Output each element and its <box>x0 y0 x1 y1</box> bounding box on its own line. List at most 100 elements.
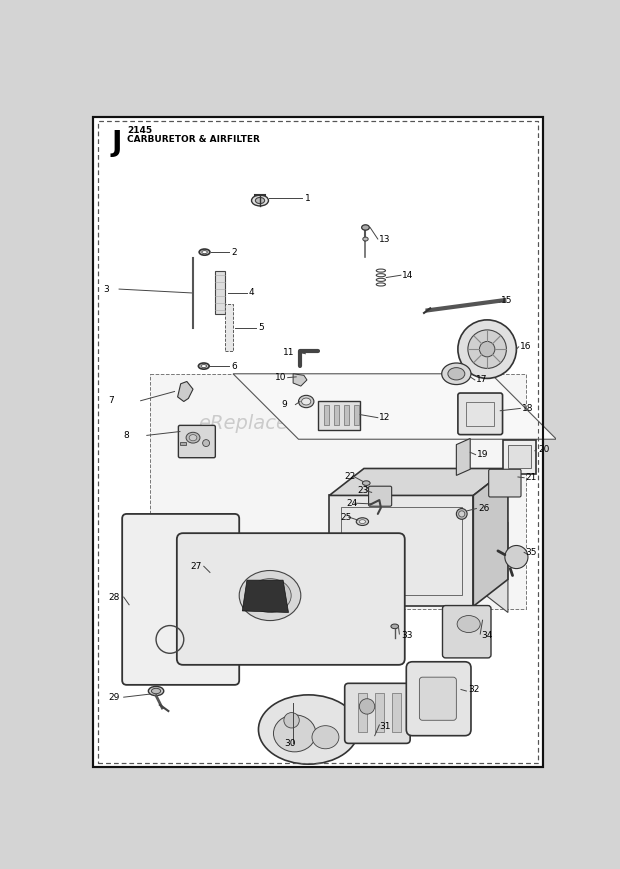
Bar <box>180 441 186 446</box>
FancyBboxPatch shape <box>177 534 405 665</box>
Circle shape <box>468 330 507 368</box>
Bar <box>354 405 358 425</box>
Bar <box>329 495 473 607</box>
Text: 16: 16 <box>520 342 532 351</box>
Text: 24: 24 <box>346 499 358 507</box>
Text: 14: 14 <box>402 271 414 280</box>
Text: 20: 20 <box>538 445 549 454</box>
Bar <box>503 440 536 474</box>
Ellipse shape <box>203 440 210 447</box>
Bar <box>358 693 367 732</box>
Circle shape <box>479 342 495 357</box>
Text: 3: 3 <box>104 284 110 294</box>
Bar <box>392 693 401 732</box>
Ellipse shape <box>459 511 465 517</box>
Ellipse shape <box>456 508 467 520</box>
Ellipse shape <box>151 688 161 693</box>
Text: 12: 12 <box>379 413 391 422</box>
Ellipse shape <box>363 237 368 241</box>
Bar <box>215 271 225 315</box>
Bar <box>317 401 360 430</box>
Ellipse shape <box>255 197 265 203</box>
Polygon shape <box>293 374 307 386</box>
Text: 34: 34 <box>482 631 493 640</box>
Text: 9: 9 <box>281 400 287 409</box>
Ellipse shape <box>448 368 465 380</box>
Text: 26: 26 <box>478 504 489 513</box>
Ellipse shape <box>252 196 268 206</box>
Ellipse shape <box>360 520 365 523</box>
Text: J: J <box>112 129 122 157</box>
Ellipse shape <box>312 726 339 749</box>
FancyBboxPatch shape <box>179 425 215 458</box>
Text: 2145: 2145 <box>126 126 152 135</box>
Circle shape <box>458 320 516 378</box>
FancyBboxPatch shape <box>458 393 503 434</box>
Text: 8: 8 <box>124 431 130 440</box>
Ellipse shape <box>198 363 209 369</box>
Text: 13: 13 <box>379 235 391 243</box>
Bar <box>344 405 348 425</box>
Text: 15: 15 <box>501 296 513 305</box>
Ellipse shape <box>356 518 368 526</box>
FancyBboxPatch shape <box>489 469 521 497</box>
Ellipse shape <box>148 687 164 696</box>
Ellipse shape <box>457 615 480 633</box>
Ellipse shape <box>199 249 210 255</box>
Ellipse shape <box>301 398 311 405</box>
Text: 22: 22 <box>345 472 356 481</box>
Polygon shape <box>473 495 508 613</box>
Text: 28: 28 <box>108 593 120 601</box>
Ellipse shape <box>363 481 370 486</box>
Circle shape <box>284 713 299 728</box>
FancyBboxPatch shape <box>122 514 239 685</box>
Polygon shape <box>177 381 193 401</box>
Ellipse shape <box>361 225 370 230</box>
Text: eReplacementParts.com: eReplacementParts.com <box>198 414 437 433</box>
Text: 21: 21 <box>526 474 537 482</box>
Text: 5: 5 <box>259 323 264 332</box>
FancyBboxPatch shape <box>345 683 410 743</box>
Text: 7: 7 <box>108 396 114 405</box>
Text: 27: 27 <box>191 561 202 571</box>
Ellipse shape <box>239 571 301 620</box>
Text: 19: 19 <box>477 450 489 459</box>
FancyBboxPatch shape <box>419 677 456 720</box>
Text: 33: 33 <box>401 631 412 640</box>
Text: 2: 2 <box>231 248 237 256</box>
Ellipse shape <box>201 364 206 368</box>
Polygon shape <box>242 580 288 613</box>
Ellipse shape <box>189 434 197 441</box>
Text: 35: 35 <box>526 548 537 557</box>
FancyBboxPatch shape <box>406 662 471 736</box>
Polygon shape <box>329 468 508 495</box>
Text: 6: 6 <box>231 362 237 370</box>
Ellipse shape <box>441 363 471 385</box>
Ellipse shape <box>391 624 399 628</box>
Ellipse shape <box>298 395 314 408</box>
Ellipse shape <box>186 432 200 443</box>
Bar <box>508 446 531 468</box>
Text: 32: 32 <box>468 685 479 694</box>
Text: 18: 18 <box>522 404 533 413</box>
Ellipse shape <box>249 579 291 613</box>
Circle shape <box>505 546 528 568</box>
Polygon shape <box>233 374 556 439</box>
FancyBboxPatch shape <box>368 486 392 507</box>
Text: 11: 11 <box>283 348 294 356</box>
Polygon shape <box>150 374 526 608</box>
Text: 10: 10 <box>275 373 287 382</box>
Text: 30: 30 <box>285 739 296 748</box>
Polygon shape <box>456 439 470 475</box>
Bar <box>334 405 339 425</box>
Ellipse shape <box>202 250 207 254</box>
Bar <box>374 693 384 732</box>
Bar <box>225 304 233 351</box>
Text: 31: 31 <box>379 722 391 731</box>
Text: 17: 17 <box>476 375 488 384</box>
Bar <box>466 401 494 426</box>
FancyBboxPatch shape <box>443 606 491 658</box>
Ellipse shape <box>273 715 316 752</box>
Circle shape <box>360 699 374 714</box>
Text: 1: 1 <box>304 194 311 202</box>
